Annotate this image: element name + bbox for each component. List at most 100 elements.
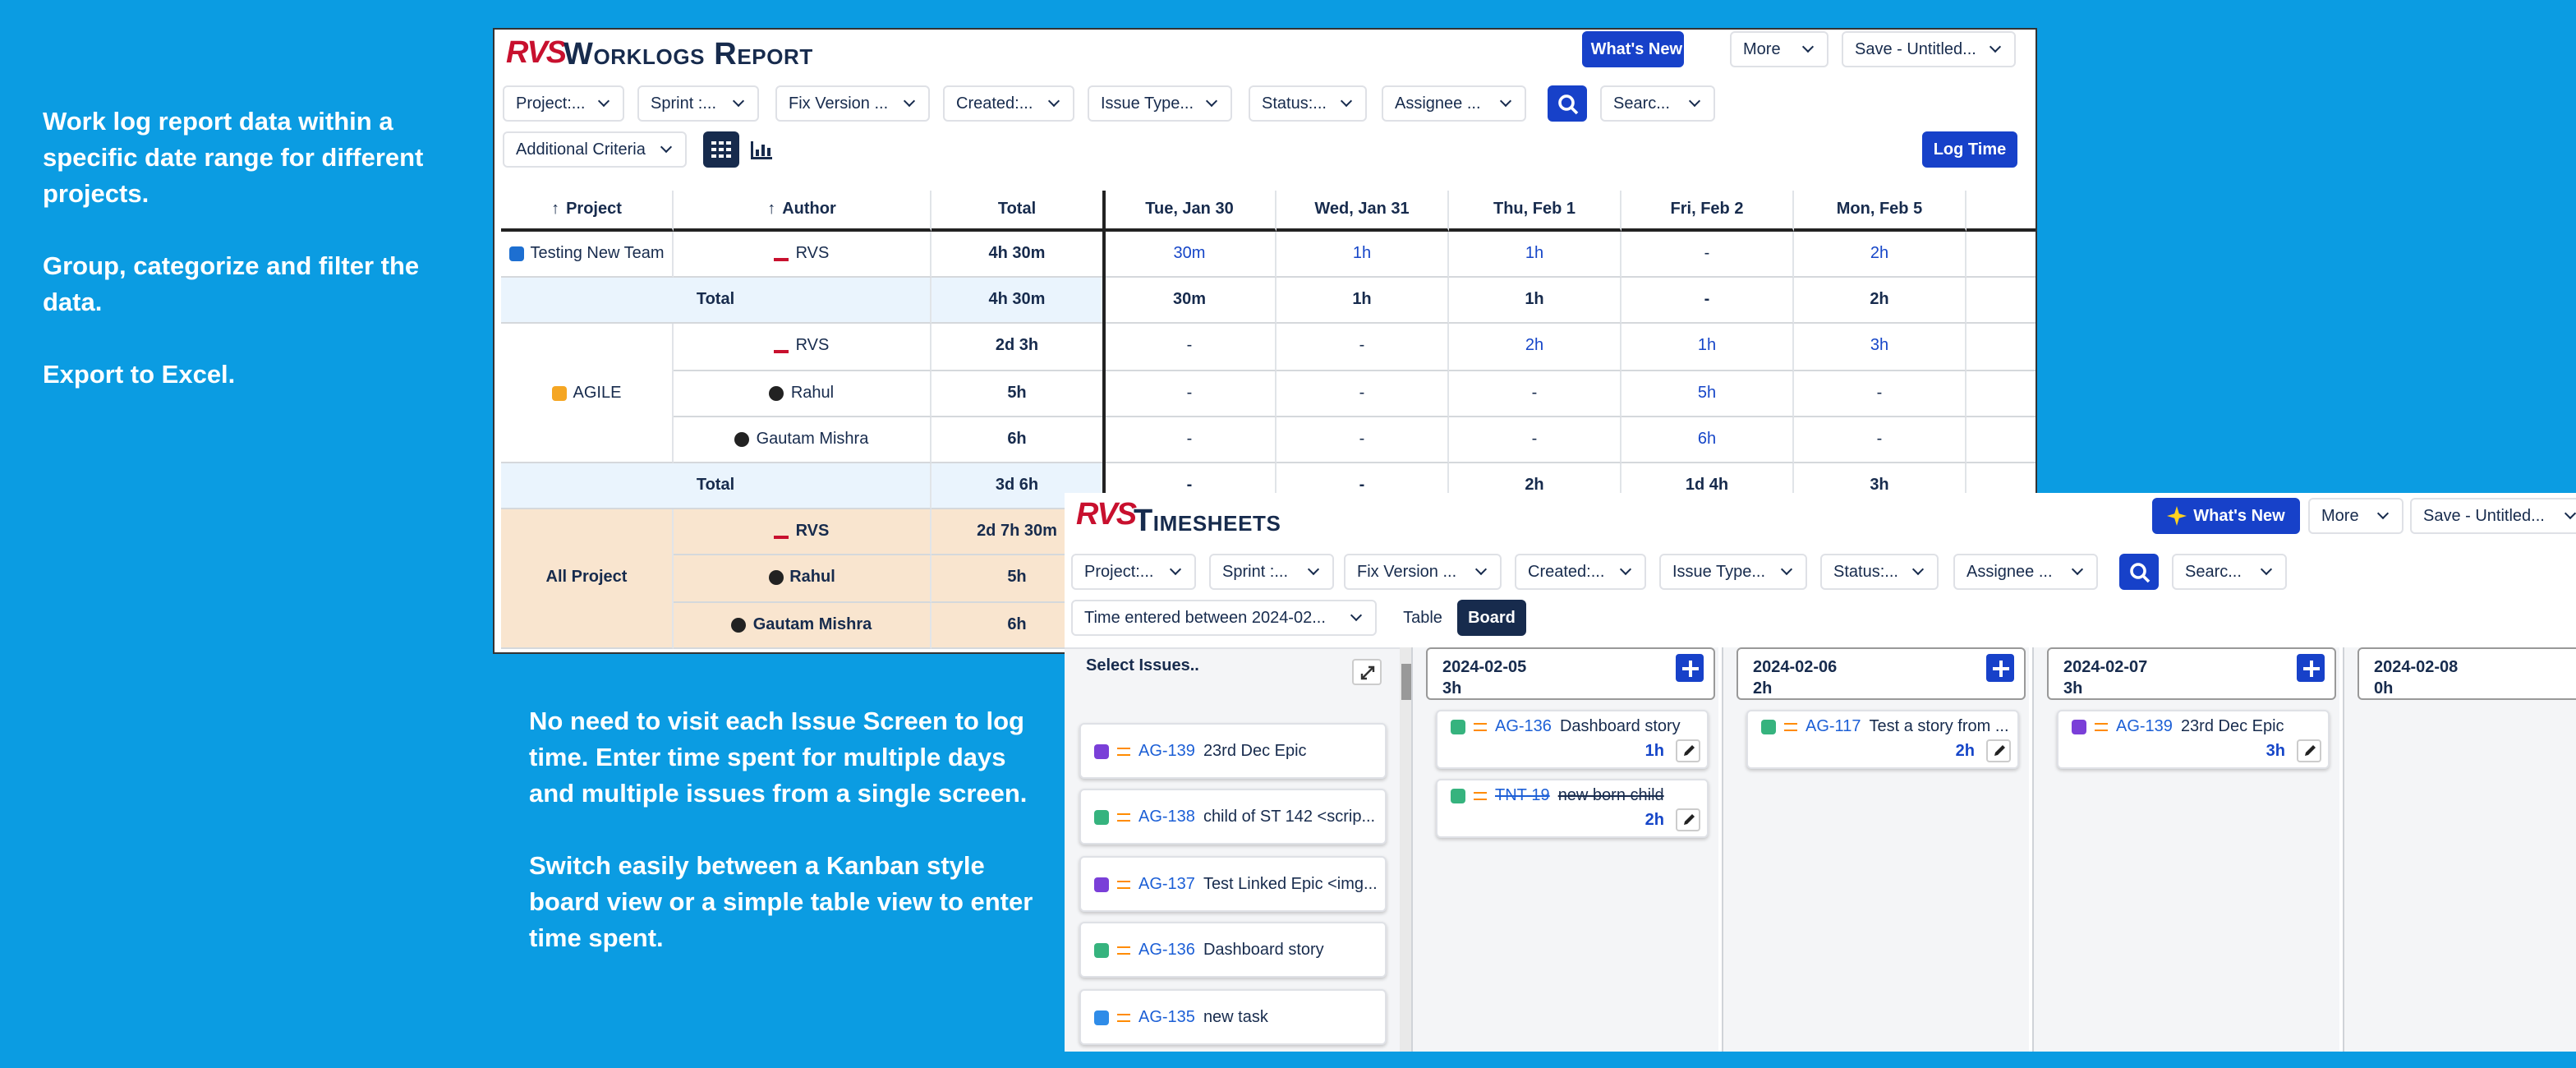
view-tab[interactable]: Table [1393,600,1452,636]
filter-dropdown[interactable]: Project:... [1071,554,1196,590]
column-body [2344,647,2576,1052]
project-name: AGILE [573,384,622,403]
issue-card[interactable]: AG-138 child of ST 142 <scrip... [1079,789,1387,845]
day-cell: 6h [1622,417,1794,463]
issue-card[interactable]: AG-139 23rd Dec Epic [1079,723,1387,779]
header-label: Tue, Jan 30 [1145,200,1234,219]
intro-copy: Work log report data within a specific d… [43,105,473,430]
time-spent: 1h [1644,743,1664,761]
issue-summary: child of ST 142 <scrip... [1203,808,1376,826]
add-time-button[interactable] [2297,654,2325,682]
issue-key: AG-138 [1138,808,1195,826]
issue-key: AG-117 [1806,718,1861,736]
time-card[interactable]: AG-139 23rd Dec Epic 3h [2057,710,2330,769]
logo: RVS [506,36,567,71]
select-issues-label: Select Issues.. [1086,657,1199,675]
more-button[interactable]: More [1730,31,1828,67]
day-cell: 1h [1276,232,1449,279]
priority-icon [1784,723,1797,731]
issue-card[interactable]: AG-136 Dashboard story [1079,922,1387,978]
column-total: 0h [2374,680,2394,698]
priority-icon [1117,813,1130,821]
edit-button[interactable] [1676,808,1700,831]
edit-button[interactable] [2297,739,2321,762]
edit-button[interactable] [1676,739,1700,762]
filter-dropdown[interactable]: Assignee ... [1382,85,1526,122]
column-header: ↑ Author [674,191,932,232]
chart-view-toggle[interactable] [743,131,779,168]
issue-pane [1065,647,1400,1052]
header-label: Total [997,200,1037,219]
issue-summary: Test a story from ... [1869,718,2009,736]
whats-new-button[interactable]: What's New [1582,31,1684,67]
search-dropdown[interactable]: Searc... [2172,554,2287,590]
save-button[interactable]: Save - Untitled... [1842,31,2016,67]
day-cell: - [1794,371,1966,417]
search-button[interactable] [2119,554,2159,590]
issue-key: AG-137 [1138,875,1195,893]
save-button[interactable]: Save - Untitled... [2410,498,2576,534]
view-tab[interactable]: Board [1457,600,1526,636]
filter-dropdown[interactable]: Sprint :... [1209,554,1334,590]
table-view-toggle[interactable] [703,131,739,168]
filter-dropdown[interactable]: Status:... [1249,85,1367,122]
author-name: Rahul [789,569,835,587]
issue-key: AG-139 [2116,718,2173,736]
column-header: 2024-02-05 3h [1426,647,1715,700]
day-cell: 3h [1794,324,1966,371]
add-time-button[interactable] [1676,654,1704,682]
header-label: Wed, Jan 31 [1314,200,1410,219]
issue-card[interactable]: AG-137 Test Linked Epic <img... [1079,856,1387,912]
filter-dropdown[interactable]: Fix Version ... [775,85,930,122]
time-card[interactable]: AG-136 Dashboard story 1h [1436,710,1709,769]
day-cell: - [1794,417,1966,463]
column-date: 2024-02-06 [1753,659,1838,677]
app-title: Worklogs Report [564,38,813,72]
issue-key: AG-135 [1138,1008,1195,1026]
timesheets-window: RVS Timesheets What's New More Save - Untitl… [1065,493,2576,1052]
filter-dropdown[interactable]: Created:... [1515,554,1646,590]
filter-dropdown[interactable]: Issue Type... [1659,554,1807,590]
paragraph: Switch easily between a Kanban style boa… [529,853,1033,953]
filter-dropdown[interactable]: Project:... [503,85,624,122]
day-cell: - [1276,371,1449,417]
filter-dropdown[interactable]: Assignee ... [1953,554,2098,590]
filter-dropdown[interactable]: Sprint :... [637,85,759,122]
column-date: 2024-02-08 [2374,659,2459,677]
avatar [768,570,784,586]
day-cell: - [1104,324,1276,371]
search-dropdown[interactable]: Searc... [1600,85,1715,122]
whats-new-button[interactable]: What's New [2152,498,2300,534]
time-card-title: AG-136 Dashboard story [1451,718,1700,736]
log-time-button[interactable]: Log Time [1922,131,2017,168]
day-cell: 1h [1449,232,1622,279]
more-button[interactable]: More [2308,498,2404,534]
column-separator [2343,647,2344,1052]
edit-button[interactable] [1986,739,2011,762]
filter-dropdown[interactable]: Created:... [943,85,1074,122]
subtotal-day: 1h [1276,278,1449,325]
header-label: Project [566,200,622,219]
author-name: RVS [795,337,830,356]
author-name: RVS [795,245,830,264]
filter-dropdown[interactable]: Issue Type... [1088,85,1232,122]
header-label: Thu, Feb 1 [1493,200,1576,219]
add-time-button[interactable] [1986,654,2014,682]
time-card[interactable]: AG-117 Test a story from ... 2h [1746,710,2019,769]
issue-summary: 23rd Dec Epic [2180,718,2284,736]
column-total: 2h [1753,680,1773,698]
time-card[interactable]: TNT-19 new born child 2h [1436,779,1709,838]
issue-card[interactable]: AG-135 new task [1079,989,1387,1045]
additional-criteria[interactable]: Additional Criteria [503,131,687,168]
worklogs-window: RVS Worklogs Report What's New More Save - U… [493,28,2037,654]
filter-dropdown[interactable]: Fix Version ... [1344,554,1502,590]
header-label: Author [782,200,836,219]
issue-type-icon [1451,789,1465,803]
time-filter[interactable]: Time entered between 2024-02... [1071,600,1377,636]
day-cell: 1h [1622,324,1794,371]
priority-icon [1117,1013,1130,1021]
collapse-button[interactable] [1352,659,1382,685]
filter-dropdown[interactable]: Status:... [1820,554,1939,590]
search-button[interactable] [1548,85,1587,122]
